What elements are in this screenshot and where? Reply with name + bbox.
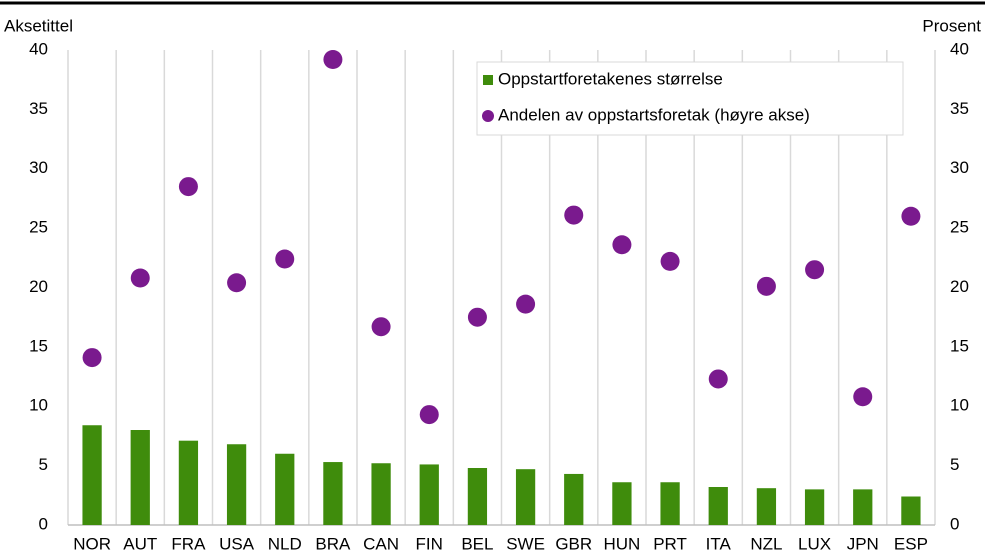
x-tick-label: ITA — [706, 534, 732, 553]
legend-label: Oppstartforetakenes størrelse — [498, 69, 723, 88]
x-tick-label: JPN — [847, 534, 879, 553]
x-tick-label: AUT — [123, 534, 157, 553]
dot — [901, 206, 921, 226]
dot — [227, 273, 247, 293]
y-tick-label: 25 — [29, 218, 48, 237]
bar — [901, 496, 921, 525]
y-axis-label: Aksetittel — [4, 16, 73, 35]
y2-axis-label: Prosent — [922, 16, 981, 35]
dot — [419, 405, 439, 425]
x-tick-label: PRT — [653, 534, 687, 553]
dot — [805, 260, 825, 280]
x-tick-label: FIN — [416, 534, 443, 553]
x-tick-label: NLD — [268, 534, 302, 553]
bar — [178, 440, 199, 525]
y-tick-label: 0 — [39, 514, 48, 533]
y-tick-label: 10 — [29, 396, 48, 415]
bar — [660, 482, 680, 525]
dot — [371, 317, 391, 337]
dot — [178, 177, 198, 197]
y2-tick-label: 5 — [950, 455, 959, 474]
y2-tick-label: 15 — [950, 336, 969, 355]
bar — [371, 463, 391, 525]
y-tick-label: 20 — [29, 277, 48, 296]
dot — [130, 268, 150, 288]
bar — [804, 489, 825, 525]
bar — [275, 453, 295, 525]
y2-tick-label: 25 — [950, 218, 969, 237]
dot — [708, 369, 728, 389]
y-tick-label: 40 — [29, 39, 48, 58]
y2-tick-label: 35 — [950, 99, 969, 118]
legend-swatch — [483, 75, 493, 85]
bar — [419, 464, 439, 525]
dot — [516, 294, 536, 314]
y-tick-label: 5 — [39, 455, 48, 474]
bar — [564, 473, 584, 525]
y2-tick-label: 0 — [950, 514, 959, 533]
y2-tick-label: 20 — [950, 277, 969, 296]
bar — [708, 487, 728, 525]
y-tick-label: 35 — [29, 99, 48, 118]
x-tick-label: BRA — [315, 534, 351, 553]
x-tick-label: LUX — [798, 534, 831, 553]
dot — [756, 276, 776, 296]
dot — [82, 348, 102, 368]
dot — [660, 251, 680, 271]
legend-label: Andelen av oppstartsforetak (høyre akse) — [498, 105, 810, 124]
x-tick-label: NOR — [73, 534, 111, 553]
dot — [467, 307, 487, 327]
bar — [467, 468, 488, 525]
y-tick-label: 15 — [29, 336, 48, 355]
bar — [323, 462, 343, 525]
dot — [564, 205, 584, 225]
dot — [853, 387, 873, 407]
bar — [853, 489, 873, 525]
legend-swatch — [482, 110, 494, 122]
bar — [226, 444, 247, 525]
dot — [275, 249, 295, 269]
x-tick-label: ESP — [894, 534, 928, 553]
x-tick-label: USA — [219, 534, 255, 553]
y-tick-label: 30 — [29, 158, 48, 177]
x-tick-label: GBR — [555, 534, 592, 553]
y2-tick-label: 30 — [950, 158, 969, 177]
x-tick-label: HUN — [603, 534, 640, 553]
legend-box — [476, 61, 904, 136]
x-tick-label: FRA — [171, 534, 206, 553]
dot — [323, 50, 343, 69]
x-tick-label: NZL — [750, 534, 782, 553]
bar — [515, 469, 536, 525]
bar — [612, 482, 632, 525]
x-tick-label: CAN — [363, 534, 399, 553]
dot — [612, 235, 632, 255]
y2-tick-label: 10 — [950, 396, 969, 415]
x-tick-label: BEL — [461, 534, 493, 553]
bar — [130, 430, 150, 525]
x-tick-label: SWE — [506, 534, 545, 553]
bar — [82, 425, 102, 525]
bar — [756, 488, 777, 525]
y2-tick-label: 40 — [950, 39, 969, 58]
